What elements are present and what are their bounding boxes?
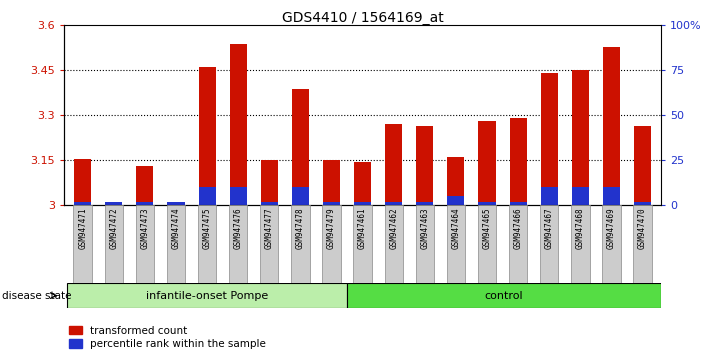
- Bar: [260, 205, 279, 283]
- Bar: [602, 205, 621, 283]
- Bar: [167, 204, 185, 205]
- Bar: [603, 187, 620, 205]
- Text: GSM947471: GSM947471: [78, 208, 87, 249]
- Bar: [479, 121, 496, 205]
- Text: GSM947474: GSM947474: [171, 208, 181, 249]
- Bar: [447, 205, 465, 283]
- Bar: [105, 202, 122, 205]
- Bar: [510, 118, 527, 205]
- Bar: [572, 70, 589, 205]
- Bar: [634, 205, 652, 283]
- Bar: [230, 44, 247, 205]
- Text: GSM947466: GSM947466: [513, 208, 523, 249]
- Bar: [540, 73, 558, 205]
- Bar: [261, 160, 278, 205]
- Bar: [509, 205, 528, 283]
- Bar: [385, 202, 402, 205]
- Text: GSM947470: GSM947470: [638, 208, 647, 249]
- Bar: [479, 202, 496, 205]
- Bar: [74, 159, 91, 205]
- Bar: [510, 202, 527, 205]
- Bar: [67, 283, 347, 308]
- Bar: [292, 187, 309, 205]
- Text: GSM947462: GSM947462: [389, 208, 398, 249]
- Bar: [167, 202, 185, 205]
- Text: GSM947468: GSM947468: [576, 208, 585, 249]
- Bar: [353, 205, 372, 283]
- Bar: [292, 90, 309, 205]
- Bar: [74, 202, 91, 205]
- Legend: transformed count, percentile rank within the sample: transformed count, percentile rank withi…: [69, 326, 266, 349]
- Bar: [198, 205, 216, 283]
- Bar: [478, 205, 496, 283]
- Bar: [385, 124, 402, 205]
- Bar: [603, 47, 620, 205]
- Text: GSM947476: GSM947476: [234, 208, 242, 249]
- Text: GSM947463: GSM947463: [420, 208, 429, 249]
- Bar: [167, 205, 185, 283]
- Bar: [137, 202, 154, 205]
- Text: GSM947465: GSM947465: [483, 208, 491, 249]
- Text: GSM947473: GSM947473: [140, 208, 149, 249]
- Bar: [323, 160, 340, 205]
- Bar: [198, 187, 215, 205]
- Text: GSM947464: GSM947464: [451, 208, 461, 249]
- Bar: [261, 202, 278, 205]
- Bar: [323, 202, 340, 205]
- Bar: [540, 205, 558, 283]
- Text: disease state: disease state: [2, 291, 72, 301]
- Text: GSM947478: GSM947478: [296, 208, 305, 249]
- Bar: [292, 205, 309, 283]
- Text: GSM947479: GSM947479: [327, 208, 336, 249]
- Bar: [416, 126, 434, 205]
- Bar: [137, 166, 154, 205]
- Bar: [572, 187, 589, 205]
- Text: infantile-onset Pompe: infantile-onset Pompe: [146, 291, 268, 301]
- Bar: [385, 205, 403, 283]
- Text: GSM947472: GSM947472: [109, 208, 118, 249]
- Bar: [416, 202, 434, 205]
- Text: GSM947461: GSM947461: [358, 208, 367, 249]
- Bar: [634, 202, 651, 205]
- Bar: [447, 157, 464, 205]
- Bar: [73, 205, 92, 283]
- Text: GSM947467: GSM947467: [545, 208, 554, 249]
- Bar: [105, 205, 123, 283]
- Bar: [447, 196, 464, 205]
- Bar: [416, 205, 434, 283]
- Bar: [136, 205, 154, 283]
- Text: GSM947469: GSM947469: [607, 208, 616, 249]
- Bar: [540, 187, 558, 205]
- Bar: [198, 67, 215, 205]
- Bar: [634, 126, 651, 205]
- Bar: [105, 204, 122, 205]
- Bar: [230, 187, 247, 205]
- Bar: [229, 205, 247, 283]
- Bar: [322, 205, 341, 283]
- Text: GSM947477: GSM947477: [264, 208, 274, 249]
- Bar: [347, 283, 661, 308]
- Text: control: control: [485, 291, 523, 301]
- Bar: [354, 202, 371, 205]
- Bar: [571, 205, 589, 283]
- Bar: [354, 162, 371, 205]
- Text: GSM947475: GSM947475: [203, 208, 212, 249]
- Text: GDS4410 / 1564169_at: GDS4410 / 1564169_at: [282, 11, 444, 25]
